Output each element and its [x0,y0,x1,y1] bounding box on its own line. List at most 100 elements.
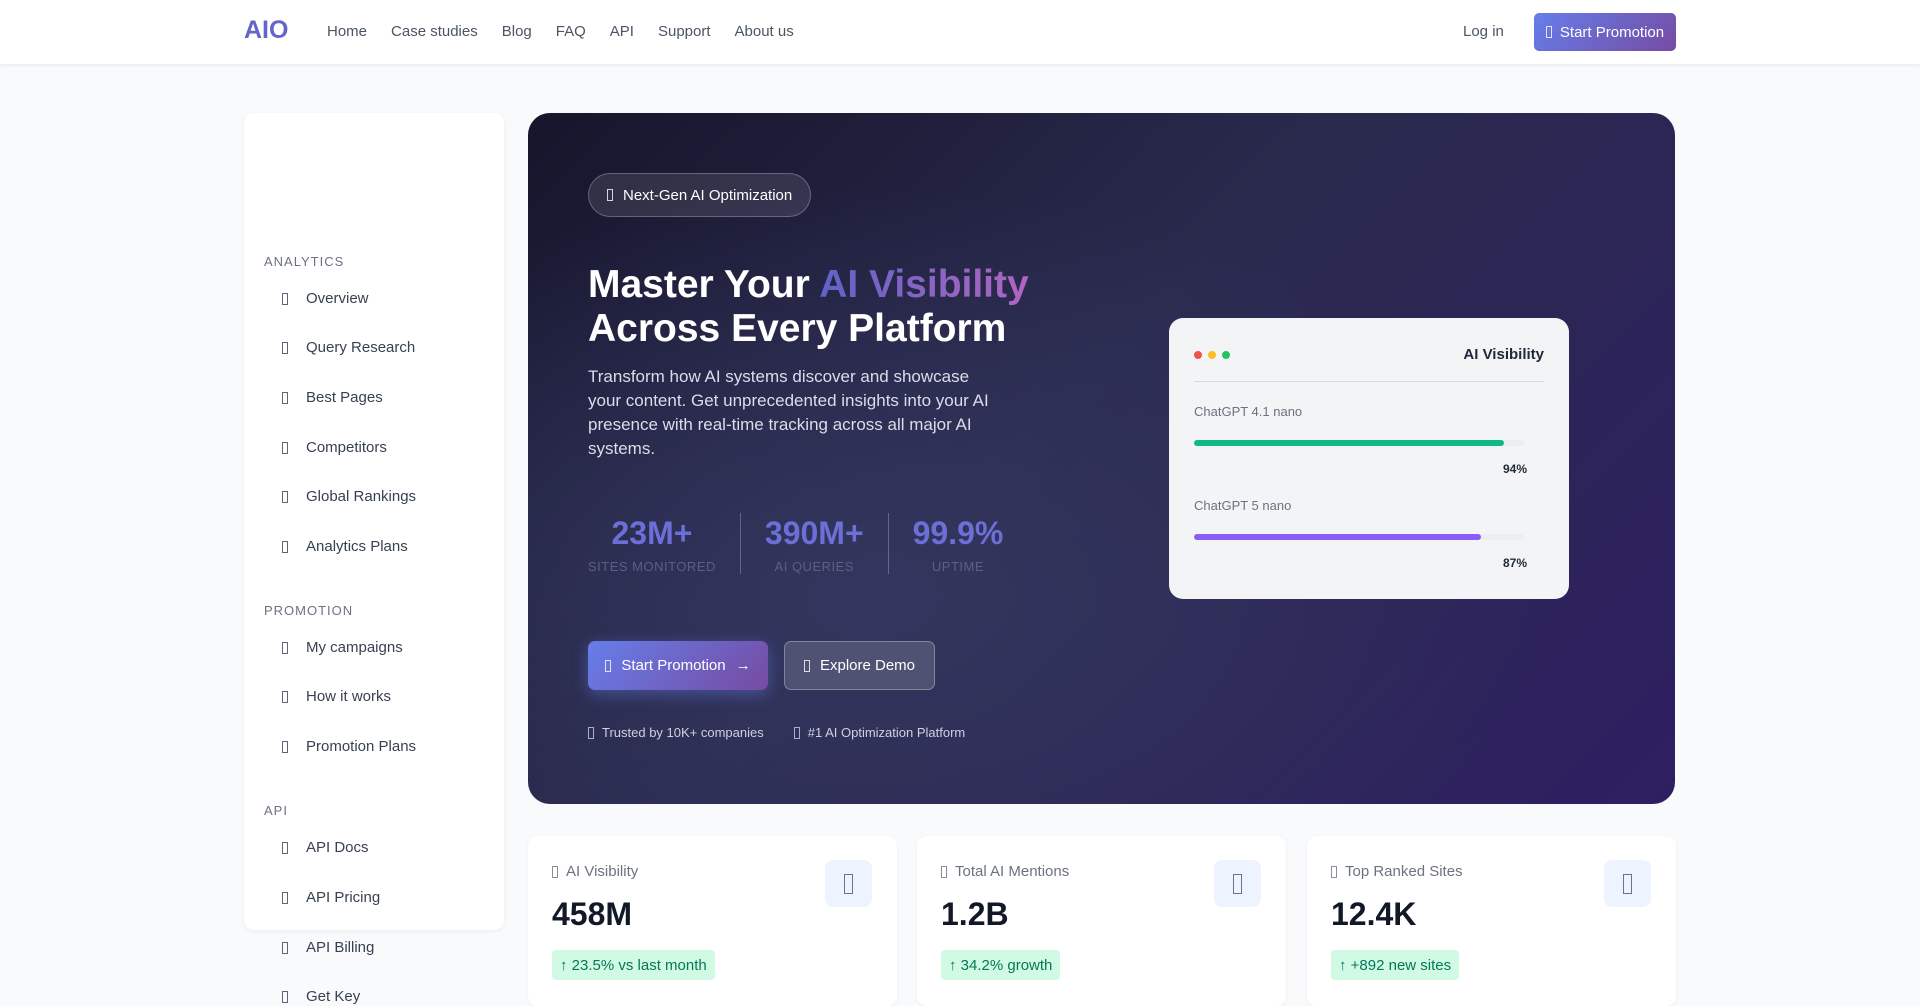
title-highlight: AI Visibility [819,263,1029,306]
sidebar-item-api-docs[interactable]: API Docs [282,839,369,856]
sparkle-icon [607,189,613,201]
card-title: AI Visibility [1463,346,1544,363]
stat-value: 99.9% [912,515,1004,551]
chart-icon [844,873,853,894]
sidebar-item-competitors[interactable]: Competitors [282,439,387,456]
sidebar-item-api-pricing[interactable]: API Pricing [282,889,380,906]
stat-card: Top Ranked Sites 12.4K ↑ +892 new sites [1307,836,1676,1006]
top-nav: AIO Home Case studies Blog FAQ API Suppo… [0,0,1920,64]
card-label-text: Top Ranked Sites [1345,863,1463,880]
label-icon [1331,865,1337,878]
title-part: Across Every Platform [588,307,1007,350]
nav-about[interactable]: About us [734,23,794,40]
sidebar-item-label: Promotion Plans [306,738,417,755]
menu-icon [282,740,288,753]
card-label: Top Ranked Sites [1331,863,1463,880]
login-link[interactable]: Log in [1463,23,1504,40]
nav-support[interactable]: Support [657,23,711,40]
nav-home[interactable]: Home [327,23,368,40]
sidebar-item-analytics-plans[interactable]: Analytics Plans [282,538,408,555]
card-label: Total AI Mentions [941,863,1069,880]
model-name: ChatGPT 4.1 nano [1194,404,1303,419]
stat: 390M+ AI QUERIES [739,513,888,574]
rocket-icon [1545,26,1552,38]
sidebar-item-overview[interactable]: Overview [282,290,369,307]
button-label: Start Promotion [1559,23,1665,41]
sidebar-item-label: Competitors [306,439,387,456]
menu-icon [282,641,288,654]
menu-icon [282,990,288,1003]
card-label-text: AI Visibility [566,863,639,880]
menu-icon [282,891,288,904]
progress-fill [1194,534,1482,540]
card-value: 12.4K [1331,896,1417,932]
trophy-icon [793,726,800,739]
trust-text: Trusted by 10K+ companies [602,725,764,740]
sidebar-item-label: Analytics Plans [306,538,408,555]
stat: 99.9% UPTIME [887,513,1028,574]
sidebar-section-header: PROMOTION [264,603,354,618]
button-label: Start Promotion [621,657,726,674]
chart-icon [1623,873,1632,894]
change-badge: ↑ 34.2% growth [941,950,1061,980]
nav-case-studies[interactable]: Case studies [391,23,478,40]
sidebar-item-label: API Docs [306,839,369,856]
sidebar-item-label: Query Research [306,339,416,356]
nav-blog[interactable]: Blog [501,23,532,40]
card-label-text: Total AI Mentions [955,863,1070,880]
sidebar-item-global-rankings[interactable]: Global Rankings [282,488,416,505]
sidebar-item-best-pages[interactable]: Best Pages [282,389,383,406]
progress-fill [1194,440,1505,446]
card-icon [1604,860,1651,907]
hero-stats: 23M+ SITES MONITORED 390M+ AI QUERIES 99.9… [588,513,1027,574]
nav-faq[interactable]: FAQ [555,23,586,40]
play-icon [803,659,810,672]
nav-links: Home Case studies Blog FAQ API Support A… [327,23,794,40]
sidebar-item-my-campaigns[interactable]: My campaigns [282,639,403,656]
divider [1194,381,1544,382]
label-icon [941,865,947,878]
sidebar-item-promotion-plans[interactable]: Promotion Plans [282,738,416,755]
card-icon [825,860,872,907]
sidebar-item-label: Get Key [306,988,361,1005]
stat-value: 23M+ [611,515,693,551]
menu-icon [282,391,288,404]
stat-label: UPTIME [931,559,985,574]
arrow-right-icon: → [735,657,751,674]
start-promotion-button[interactable]: Start Promotion [1534,13,1676,51]
menu-icon [282,292,288,305]
sidebar-item-label: My campaigns [306,639,403,656]
sidebar-item-label: Global Rankings [306,488,417,505]
sidebar-item-label: How it works [306,688,392,705]
model-name: ChatGPT 5 nano [1194,498,1292,513]
ai-visibility-card: AI Visibility ChatGPT 4.1 nano 94% ChatG… [1169,318,1569,599]
progress-bar [1194,534,1524,540]
menu-icon [282,341,288,354]
sidebar-item-label: Overview [306,290,369,307]
change-badge: ↑ 23.5% vs last month [552,950,715,980]
menu-icon [282,540,288,553]
card-value: 1.2B [941,896,1009,932]
stat-value: 390M+ [764,515,864,551]
menu-icon [282,841,288,854]
sidebar-item-get-key[interactable]: Get Key [282,988,360,1005]
explore-demo-button[interactable]: Explore Demo [784,641,935,690]
sidebar-item-how-it-works[interactable]: How it works [282,688,391,705]
sidebar-section-header: ANALYTICS [264,254,345,269]
trust-item: #1 AI Optimization Platform [793,725,966,740]
trust-text: #1 AI Optimization Platform [807,725,966,740]
hero-start-promotion-button[interactable]: Start Promotion → [588,641,768,690]
trust-row: Trusted by 10K+ companies #1 AI Optimiza… [588,725,965,740]
logo[interactable]: AIO [244,16,289,44]
card-label: AI Visibility [552,863,638,880]
sidebar-item-query-research[interactable]: Query Research [282,339,415,356]
nav-api[interactable]: API [609,23,634,40]
window-dots [1194,351,1230,359]
sidebar-item-label: Best Pages [306,389,383,406]
menu-icon [282,441,288,454]
sidebar-item-api-billing[interactable]: API Billing [282,939,374,956]
title-part: Master Your [588,263,820,306]
dot-yellow [1208,351,1216,359]
stat-label: SITES MONITORED [588,559,716,574]
menu-icon [282,941,288,954]
